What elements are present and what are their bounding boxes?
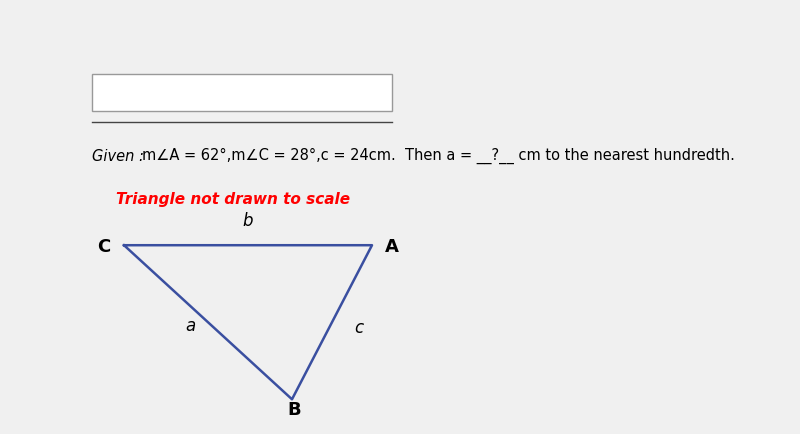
Text: B: B <box>287 401 302 419</box>
Text: Given :: Given : <box>92 149 144 164</box>
Text: A: A <box>385 238 399 256</box>
Text: Triangle not drawn to scale: Triangle not drawn to scale <box>116 192 350 207</box>
Text: b: b <box>242 212 254 230</box>
Text: c: c <box>354 319 363 337</box>
Text: a: a <box>186 317 195 335</box>
Text: C: C <box>98 238 110 256</box>
FancyBboxPatch shape <box>92 74 392 111</box>
Text: m∠A = 62°,m∠C = 28°,c = 24cm.  Then a = __?__ cm to the nearest hundredth.: m∠A = 62°,m∠C = 28°,c = 24cm. Then a = _… <box>142 148 735 164</box>
